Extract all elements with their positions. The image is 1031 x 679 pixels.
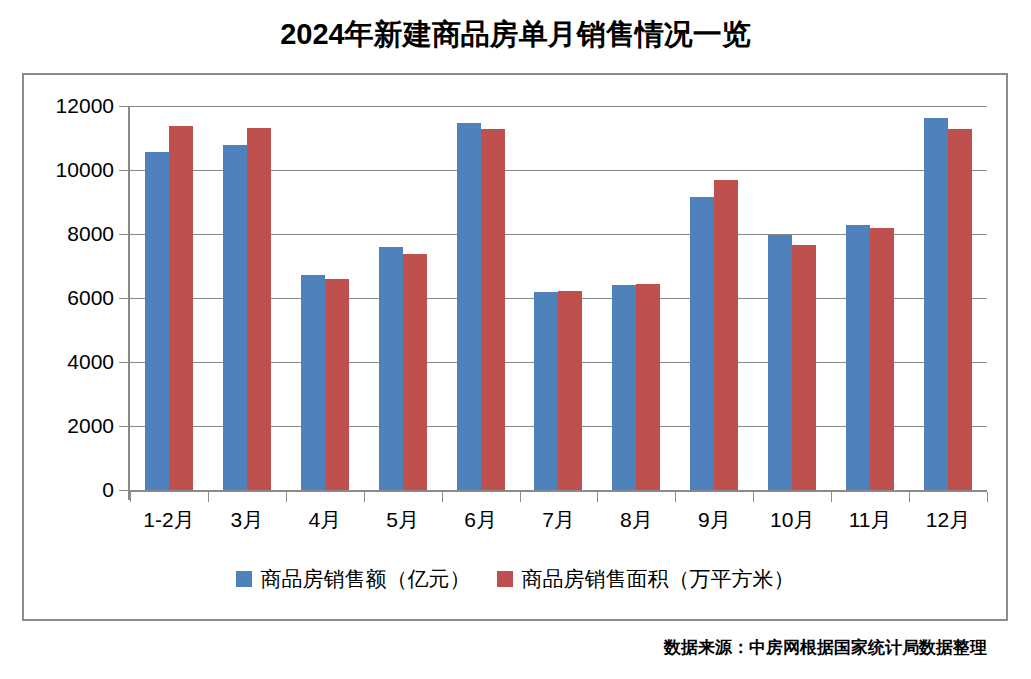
x-tick-label: 8月 [597, 506, 675, 534]
bar-3月 [247, 128, 271, 490]
y-tick-label: 0 [102, 478, 114, 502]
x-tick-label: 1-2月 [130, 506, 208, 534]
y-tick-label: 4000 [67, 350, 114, 374]
bar-10月 [792, 245, 816, 490]
x-axis-tick [753, 492, 754, 502]
x-axis-tick [208, 492, 209, 502]
y-tick-label: 2000 [67, 414, 114, 438]
bar-7月 [534, 292, 558, 490]
category-slot [208, 106, 286, 490]
y-axis-tick [119, 170, 128, 171]
x-axis-line [128, 490, 987, 492]
x-tick-label: 4月 [286, 506, 364, 534]
bar-6月 [457, 123, 481, 490]
category-slot [130, 106, 208, 490]
bar-5月 [379, 247, 403, 490]
y-tick-label: 12000 [56, 94, 114, 118]
category-slot [831, 106, 909, 490]
bar-9月 [714, 180, 738, 490]
x-axis-tick [364, 492, 365, 502]
legend-label: 商品房销售额（亿元） [261, 565, 471, 593]
x-axis-tick [597, 492, 598, 502]
bar-6月 [481, 129, 505, 490]
source-note: 数据来源：中房网根据国家统计局数据整理 [664, 636, 987, 659]
bar-9月 [690, 197, 714, 490]
chart-title: 2024年新建商品房单月销售情况一览 [0, 15, 1031, 55]
x-tick-label: 9月 [675, 506, 753, 534]
bar-8月 [636, 284, 660, 490]
x-tick-label: 3月 [208, 506, 286, 534]
x-tick-label: 10月 [753, 506, 831, 534]
x-tick-label: 6月 [442, 506, 520, 534]
category-slot [675, 106, 753, 490]
x-axis-tick [675, 492, 676, 502]
y-axis-tick [119, 298, 128, 299]
category-slot [364, 106, 442, 490]
x-axis-tick [909, 492, 910, 502]
x-tick-label: 11月 [831, 506, 909, 534]
bar-3月 [223, 145, 247, 490]
bar-5月 [403, 254, 427, 490]
category-slot [597, 106, 675, 490]
bar-11月 [870, 228, 894, 490]
x-axis-tick [520, 492, 521, 502]
plot-area: 0200040006000800010000120001-2月3月4月5月6月7… [130, 106, 987, 490]
legend-label: 商品房销售面积（万平方米） [522, 565, 795, 593]
y-axis-tick [119, 490, 128, 491]
bar-12月 [924, 118, 948, 490]
x-tick-label: 5月 [364, 506, 442, 534]
bar-4月 [325, 279, 349, 490]
category-slot [520, 106, 598, 490]
category-slot [753, 106, 831, 490]
x-axis-tick [831, 492, 832, 502]
y-axis-tick [119, 106, 128, 107]
chart-frame: 0 2000 4000 6000 8000 10000 12000 1-2月3月4月5月6月7… [22, 73, 1008, 621]
bar-1-2月 [169, 126, 193, 490]
y-tick-label: 10000 [56, 158, 114, 182]
bar-8月 [612, 285, 636, 490]
x-tick-label: 7月 [520, 506, 598, 534]
x-tick-label: 12月 [909, 506, 987, 534]
y-axis-tick [119, 234, 128, 235]
x-axis-tick [442, 492, 443, 502]
y-tick-label: 8000 [67, 222, 114, 246]
bar-7月 [558, 291, 582, 490]
y-tick-label: 6000 [67, 286, 114, 310]
bar-11月 [846, 225, 870, 490]
legend: 商品房销售额（亿元） 商品房销售面积（万平方米） [24, 565, 1006, 593]
legend-swatch [497, 571, 513, 587]
category-slot [909, 106, 987, 490]
x-axis-tick [286, 492, 287, 502]
category-slot [286, 106, 364, 490]
bar-12月 [948, 129, 972, 490]
y-axis-tick [119, 362, 128, 363]
y-axis-tick [119, 426, 128, 427]
bar-10月 [768, 235, 792, 490]
legend-swatch [236, 571, 252, 587]
category-slot [442, 106, 520, 490]
x-axis-tick [987, 492, 988, 502]
legend-item: 商品房销售额（亿元） [236, 565, 471, 593]
legend-item: 商品房销售面积（万平方米） [497, 565, 795, 593]
bar-4月 [301, 275, 325, 490]
bar-1-2月 [145, 152, 169, 490]
x-axis-tick [130, 492, 131, 502]
